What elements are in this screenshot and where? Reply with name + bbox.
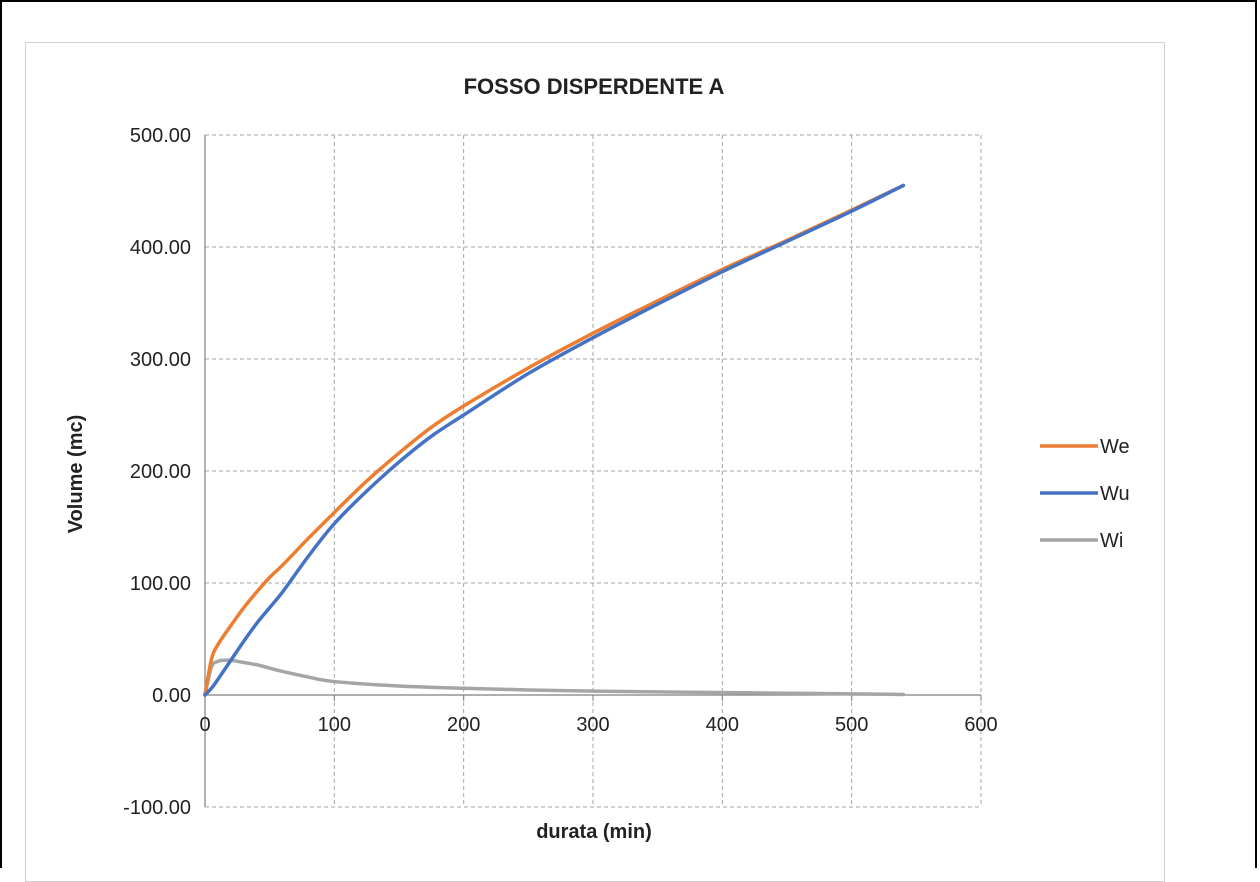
x-tick-label: 400 <box>706 714 739 736</box>
legend: We Wu Wi <box>1040 436 1130 552</box>
x-tick-label: 200 <box>447 714 480 736</box>
chart-area <box>25 42 1165 882</box>
x-tick-label: 500 <box>835 714 868 736</box>
grid-lines <box>205 134 982 808</box>
y-axis-title: Volume (mc) <box>65 415 87 534</box>
series-line-we <box>203 183 906 697</box>
x-tick-labels: 0 100 200 300 400 500 600 <box>199 714 997 736</box>
series-line-wi <box>203 658 906 697</box>
y-tick-label: 500.00 <box>130 125 191 147</box>
y-tick-label: 300.00 <box>130 349 191 371</box>
x-tick-label: 300 <box>576 714 609 736</box>
legend-label-wi: Wi <box>1100 530 1123 552</box>
y-tick-label: 0.00 <box>152 685 191 707</box>
chart-title: FOSSO DISPERDENTE A <box>464 74 725 99</box>
legend-label-wu: Wu <box>1100 483 1130 505</box>
x-tick-label: 100 <box>318 714 351 736</box>
y-tick-labels: -100.00 0.00 100.00 200.00 300.00 400.00 500.0… <box>123 125 191 819</box>
y-tick-label: 200.00 <box>130 461 191 483</box>
legend-label-we: We <box>1100 436 1130 458</box>
series-group <box>203 183 906 697</box>
x-tick-label: 0 <box>199 714 210 736</box>
x-axis-title: durata (min) <box>536 821 652 843</box>
y-tick-label: -100.00 <box>123 797 191 819</box>
y-tick-label: 400.00 <box>130 237 191 259</box>
x-tick-label: 600 <box>964 714 997 736</box>
series-line-wu <box>203 183 906 697</box>
y-tick-label: 100.00 <box>130 573 191 595</box>
